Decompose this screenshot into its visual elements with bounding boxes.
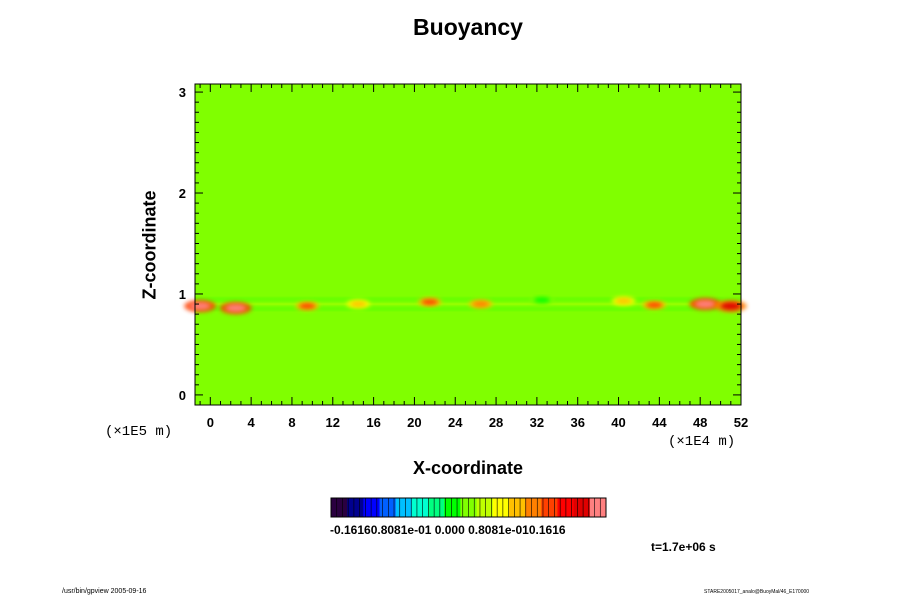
x-tick-label: 24	[448, 415, 463, 430]
x-tick-label: 16	[366, 415, 380, 430]
field-background	[195, 84, 741, 405]
x-tick-label: 28	[489, 415, 503, 430]
buoyancy-feature	[533, 297, 550, 303]
colorbar-swatch	[363, 498, 381, 517]
colorbar-swatch	[444, 498, 461, 517]
y-scale-label: (×1E5 m)	[105, 424, 173, 440]
colorbar-swatch	[347, 498, 364, 517]
colorbar-swatch	[428, 498, 445, 517]
colorbar-frame	[330, 497, 607, 518]
colorbar-swatch	[492, 498, 510, 517]
colorbar-swatch	[525, 498, 542, 517]
x-tick-label: 8	[288, 415, 295, 430]
y-tick-label: 1	[179, 287, 186, 302]
buoyancy-feature	[421, 299, 438, 305]
colorbar-labels: -0.16160.8081e-01 0.000 0.8081e-010.1616	[330, 523, 566, 537]
time-annotation: t=1.7e+06 s	[651, 540, 716, 554]
x-tick-label: 32	[530, 415, 544, 430]
x-tick-label: 48	[693, 415, 707, 430]
buoyancy-feature	[615, 298, 632, 304]
x-tick-label: 4	[248, 415, 256, 430]
x-tick-label: 40	[611, 415, 625, 430]
colorbar-swatch	[331, 498, 348, 517]
x-axis-label: X-coordinate	[412, 458, 523, 478]
buoyancy-feature	[646, 302, 663, 308]
colorbar-swatch	[476, 498, 494, 517]
x-tick-label: 44	[652, 415, 667, 430]
x-tick-label: 12	[326, 415, 340, 430]
x-tick-label: 20	[407, 415, 421, 430]
buoyancy-feature	[695, 300, 716, 308]
buoyancy-feature	[720, 302, 741, 310]
inversion-band	[195, 296, 741, 313]
plot-frame	[194, 83, 742, 406]
chart-title: Buoyancy	[413, 14, 523, 40]
footer-file: STARE2005017_analo@BuoyMal/46_E170000	[704, 589, 810, 595]
colorbar-swatch	[573, 498, 591, 517]
x-tick-label: 0	[207, 415, 214, 430]
footer-command: /usr/bin/gpview 2005-09-16	[62, 588, 147, 595]
colorbar-swatch	[379, 498, 397, 517]
colorbar-swatch	[395, 498, 413, 517]
y-tick-label: 0	[179, 388, 186, 403]
x-scale-label: (×1E4 m)	[668, 434, 736, 450]
colorbar-swatch	[589, 498, 607, 517]
colorbar-swatch	[541, 498, 558, 517]
x-tick-label: 52	[734, 415, 748, 430]
y-axis-label: Z-coordinate	[139, 190, 160, 300]
buoyancy-feature	[225, 304, 246, 312]
colorbar-swatch	[411, 498, 429, 517]
buoyancy-feature	[299, 303, 316, 309]
colorbar-swatch	[508, 498, 526, 517]
buoyancy-feature	[472, 301, 489, 307]
buoyancy-feature	[350, 301, 367, 307]
y-tick-label: 2	[179, 186, 186, 201]
y-tick-label: 3	[179, 85, 186, 100]
x-tick-label: 36	[570, 415, 584, 430]
buoyancy-feature	[190, 302, 211, 310]
